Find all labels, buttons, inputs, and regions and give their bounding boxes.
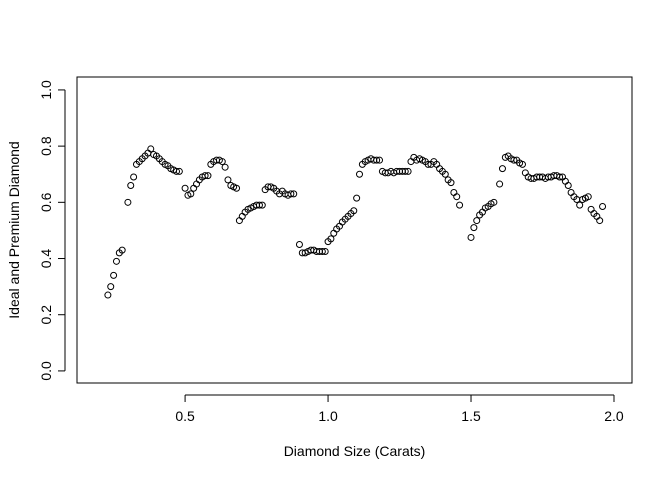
point <box>110 271 118 279</box>
point <box>127 181 135 189</box>
point <box>564 181 572 189</box>
point <box>518 160 526 168</box>
point <box>318 247 326 255</box>
point <box>258 201 266 209</box>
y-tick-label: 0.0 <box>38 361 54 381</box>
point <box>404 167 412 175</box>
point <box>204 172 212 180</box>
point <box>221 163 229 171</box>
point <box>356 170 364 178</box>
point <box>456 201 464 209</box>
y-tick-label: 0.6 <box>38 192 54 212</box>
point <box>295 240 303 248</box>
point <box>584 193 592 201</box>
point <box>453 193 461 201</box>
point <box>107 283 115 291</box>
x-tick-label: 1.0 <box>318 408 338 424</box>
x-tick-label: 0.5 <box>175 408 195 424</box>
point <box>233 184 241 192</box>
point <box>181 184 189 192</box>
point <box>187 190 195 198</box>
x-tick-label: 1.5 <box>461 408 481 424</box>
point <box>401 167 409 175</box>
point <box>376 156 384 164</box>
point <box>173 167 181 175</box>
point <box>112 257 120 265</box>
point <box>498 165 506 173</box>
point <box>287 190 295 198</box>
x-axis-label: Diamond Size (Carats) <box>284 443 426 459</box>
point <box>118 246 126 254</box>
y-tick-label: 1.0 <box>38 80 54 100</box>
point <box>201 172 209 180</box>
point <box>350 207 358 215</box>
point <box>104 291 112 299</box>
point <box>599 203 607 211</box>
point <box>255 201 263 209</box>
point <box>321 247 329 255</box>
point <box>147 145 155 153</box>
point <box>576 201 584 209</box>
point <box>441 170 449 178</box>
y-axis-label: Ideal and Premium Diamond <box>6 141 22 318</box>
point <box>290 190 298 198</box>
point <box>490 198 498 206</box>
y-tick-label: 0.4 <box>38 249 54 269</box>
point <box>218 158 226 166</box>
point <box>175 167 183 175</box>
x-tick-label: 2.0 <box>604 408 624 424</box>
point <box>224 176 232 184</box>
point <box>467 233 475 241</box>
point <box>496 180 504 188</box>
point <box>353 194 361 202</box>
point <box>424 160 432 168</box>
point <box>327 235 335 243</box>
point <box>470 224 478 232</box>
plot-box <box>76 76 633 384</box>
point <box>596 217 604 225</box>
y-tick-label: 0.8 <box>38 136 54 156</box>
point <box>373 156 381 164</box>
point <box>130 173 138 181</box>
point <box>556 173 564 181</box>
point <box>124 198 132 206</box>
point <box>447 179 455 187</box>
point <box>473 217 481 225</box>
y-tick-label: 0.2 <box>38 305 54 325</box>
point <box>510 156 518 164</box>
